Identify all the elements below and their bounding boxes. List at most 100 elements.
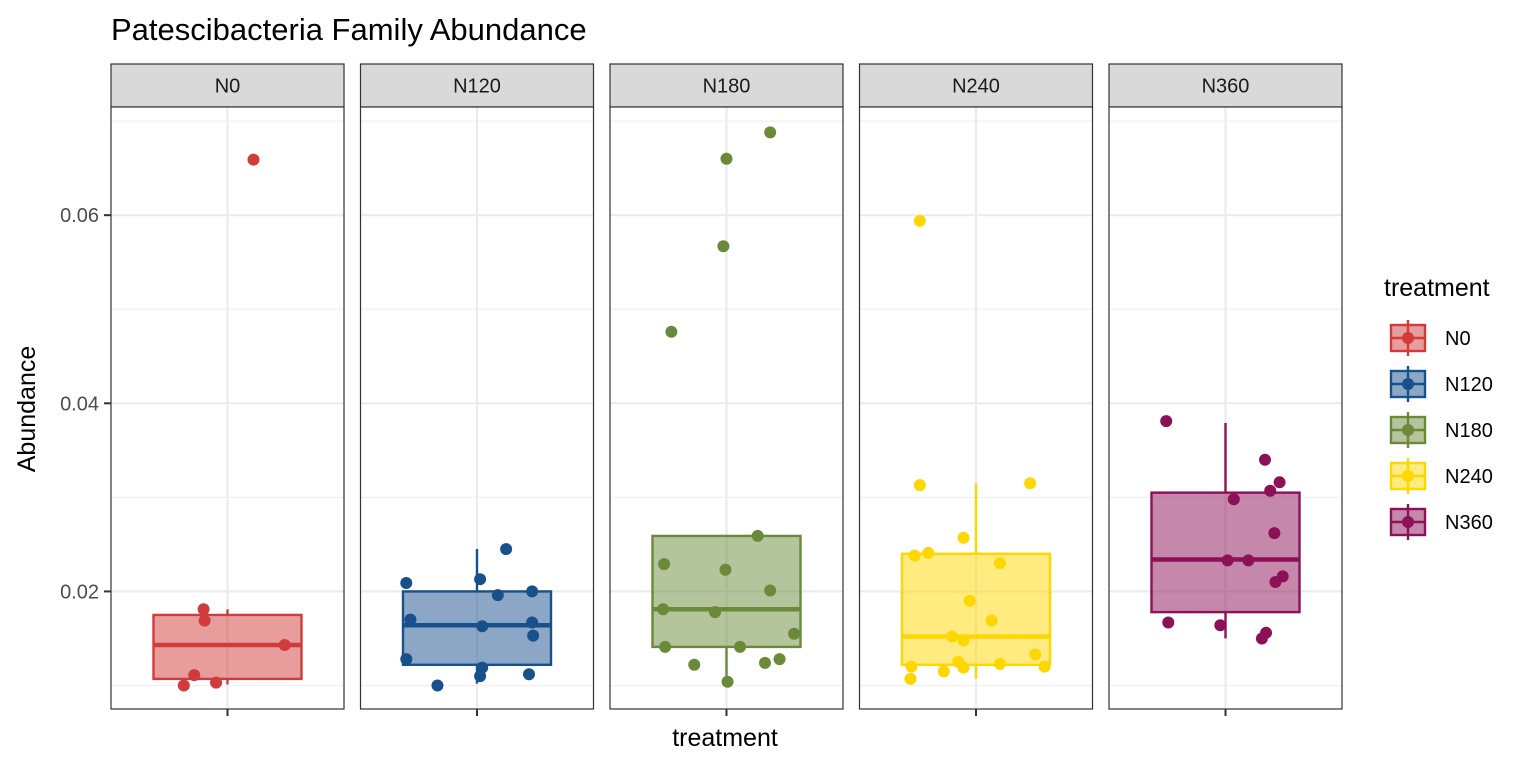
facet-panel-n360: N360 [1108, 63, 1343, 716]
chart-title: Patescibacteria Family Abundance [111, 12, 587, 47]
data-point [404, 613, 417, 626]
data-point [957, 661, 970, 674]
facet-strip-label: N180 [703, 76, 751, 98]
data-point [957, 634, 970, 647]
data-point [764, 584, 777, 597]
data-point [922, 546, 935, 559]
legend-label: N0 [1445, 328, 1471, 350]
facet-strip [110, 63, 345, 108]
facet-strip-label: N240 [952, 76, 1000, 98]
data-point [476, 620, 489, 633]
data-point [1029, 648, 1042, 661]
data-point [913, 479, 926, 492]
facet-strip [858, 63, 1094, 108]
data-point [177, 679, 190, 692]
data-point [719, 563, 732, 576]
data-point [198, 614, 211, 627]
data-point [527, 629, 540, 642]
facet-strip [609, 63, 844, 108]
legend-key-point [1402, 378, 1414, 390]
data-point [773, 653, 786, 666]
data-point [1221, 554, 1234, 567]
data-point [474, 670, 487, 683]
data-point [657, 603, 670, 616]
data-point [709, 606, 722, 619]
data-point [985, 614, 998, 627]
data-point [247, 153, 260, 166]
data-point [500, 543, 513, 556]
data-point [717, 240, 730, 253]
data-point [751, 529, 764, 542]
data-point [474, 573, 487, 586]
data-point [665, 325, 678, 338]
data-point [788, 627, 801, 640]
data-point [1255, 632, 1268, 645]
data-point [188, 669, 201, 682]
data-point [526, 616, 539, 629]
legend-key-point [1402, 470, 1414, 482]
data-point [659, 640, 672, 653]
data-point [937, 665, 950, 678]
legend-label: N180 [1445, 420, 1493, 442]
data-point [721, 675, 734, 688]
legend-item-n0: N0 [1389, 320, 1471, 356]
data-point [688, 658, 701, 671]
data-point [734, 640, 747, 653]
facet-strip [359, 63, 595, 108]
data-point [957, 531, 970, 544]
legend-item-n120: N120 [1389, 366, 1493, 402]
data-point [764, 126, 777, 139]
legend-title: treatment [1384, 274, 1490, 302]
x-axis-title: treatment [672, 724, 778, 752]
data-point [431, 679, 444, 692]
data-point [400, 576, 413, 589]
legend-item-n180: N180 [1389, 412, 1493, 448]
data-point [758, 656, 771, 669]
legend: treatment N0 N120 N180 N240 N360 [1384, 274, 1493, 540]
facet-strip-label: N120 [453, 76, 501, 98]
legend-label: N360 [1445, 512, 1493, 534]
legend-key-point [1402, 516, 1414, 528]
facet-strip-label: N0 [215, 76, 241, 98]
data-point [278, 639, 291, 652]
data-point [210, 676, 223, 689]
box-iqr [651, 534, 802, 649]
data-point [1160, 415, 1173, 428]
data-point [526, 585, 539, 598]
data-point [197, 603, 210, 616]
data-point [1269, 576, 1282, 589]
y-tick-label: 0.06 [60, 205, 99, 227]
data-point [904, 672, 917, 685]
data-point [1242, 554, 1255, 567]
legend-item-n240: N240 [1389, 458, 1493, 494]
data-point [658, 558, 671, 571]
data-point [946, 630, 959, 643]
facet-strip [1108, 63, 1343, 108]
data-point [1227, 493, 1240, 506]
facet-panel-n180: N180 [609, 63, 844, 716]
data-point [913, 214, 926, 227]
legend-label: N120 [1445, 374, 1493, 396]
box-iqr [1150, 491, 1301, 614]
data-point [905, 660, 918, 673]
data-point [908, 549, 921, 562]
data-point [720, 152, 733, 165]
data-point [1162, 616, 1175, 629]
y-tick-label: 0.04 [60, 393, 99, 415]
data-point [1038, 660, 1051, 673]
data-point [1259, 453, 1272, 466]
facet-panel-n120: N120 [359, 63, 595, 716]
data-point [1024, 477, 1037, 490]
legend-item-n360: N360 [1389, 504, 1493, 540]
data-point [963, 594, 976, 607]
y-tick-label: 0.02 [60, 581, 99, 603]
facet-panel-n0: N0 0.02 0.04 0.06 [60, 63, 345, 716]
data-point [400, 653, 413, 666]
legend-label: N240 [1445, 466, 1493, 488]
data-point [993, 657, 1006, 670]
legend-key-point [1402, 424, 1414, 436]
data-point [1268, 527, 1281, 540]
facet-panels: N0 0.02 0.04 0.06 N120 N180 N240 N360 [60, 63, 1343, 716]
